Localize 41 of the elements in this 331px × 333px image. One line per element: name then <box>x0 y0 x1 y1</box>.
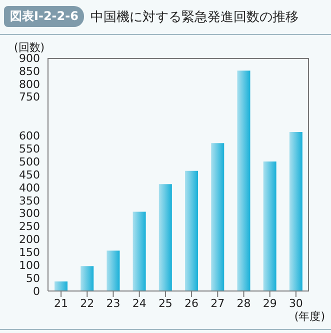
y-tick-label: 150 <box>19 246 40 260</box>
bar <box>211 143 224 291</box>
y-tick-label: 600 <box>19 130 40 143</box>
y-tick-label: 500 <box>19 155 40 168</box>
y-tick-label: 900 <box>19 52 40 65</box>
text: 図表Ⅰ-2-2-6 <box>4 6 84 27</box>
y-tick-label: 800 <box>19 78 40 91</box>
bar <box>185 170 198 291</box>
y-tick-label: 550 <box>19 142 40 156</box>
x-tick-label: 26 <box>184 296 199 310</box>
y-tick-label: 200 <box>19 233 40 246</box>
y-tick-label: 0 <box>33 284 40 298</box>
x-tick-label: 22 <box>80 296 94 310</box>
y-tick-label: 100 <box>19 259 40 272</box>
x-tick-label: 21 <box>54 296 68 310</box>
x-axis-title: (年度) <box>294 309 325 324</box>
x-tick-label: 23 <box>106 296 120 310</box>
x-tick-label: 24 <box>132 296 146 310</box>
y-tick-label: 300 <box>19 207 40 220</box>
y-tick-label: 400 <box>19 181 40 194</box>
x-tick-label: 28 <box>236 296 251 310</box>
x-tick-label: 27 <box>210 296 225 310</box>
bar <box>263 162 276 291</box>
bar <box>289 132 302 291</box>
x-tick-label: 30 <box>288 296 303 310</box>
y-tick-label: 850 <box>19 64 40 78</box>
bar <box>158 184 172 291</box>
x-tick-label: 25 <box>158 296 172 310</box>
y-tick-label: 450 <box>19 168 40 182</box>
y-tick-label: 750 <box>19 90 40 104</box>
bar <box>237 70 250 291</box>
y-tick-label: 250 <box>19 220 40 234</box>
bar <box>106 250 120 291</box>
y-axis-title: (回数) <box>14 40 45 54</box>
x-tick-label: 29 <box>262 296 277 310</box>
bar <box>132 212 146 291</box>
chart-title: 中国機に対する緊急発進回数の推移 <box>90 8 298 26</box>
bar <box>54 281 68 291</box>
y-tick-label: 350 <box>19 194 40 208</box>
bar <box>80 266 94 291</box>
y-tick-label: 50 <box>26 272 40 285</box>
